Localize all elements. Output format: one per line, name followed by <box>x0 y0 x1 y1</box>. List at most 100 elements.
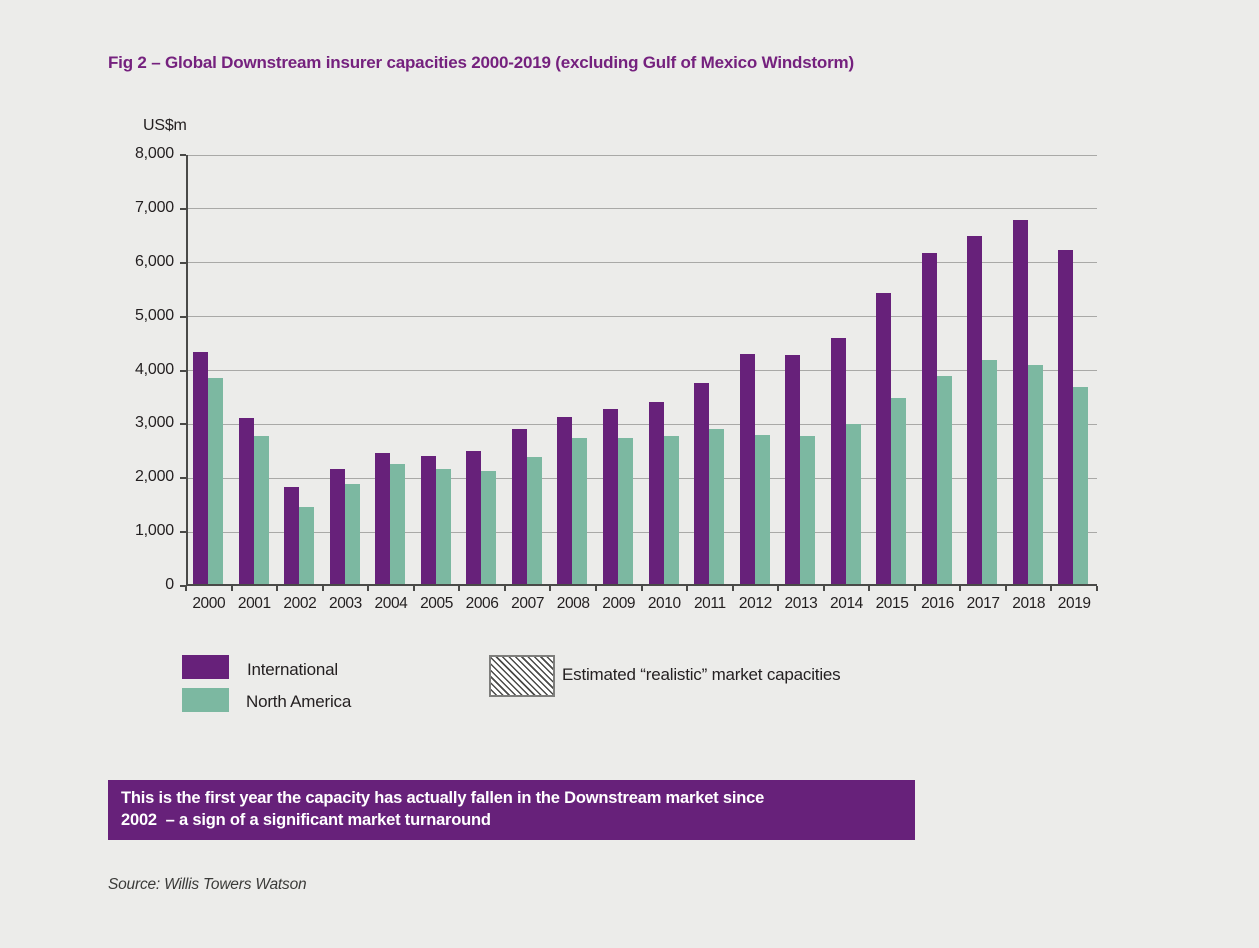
x-category-label: 2009 <box>602 595 636 612</box>
x-category-label: 2014 <box>830 595 863 612</box>
north-america-bar <box>800 435 816 586</box>
x-axis-tick <box>1004 586 1007 591</box>
north-america-bar <box>845 424 861 586</box>
international-bar <box>557 417 573 586</box>
international-bar <box>1058 249 1074 586</box>
north-america-bar <box>344 484 360 586</box>
north-america-bar <box>709 429 725 586</box>
north-america-bar <box>526 457 542 586</box>
gridline <box>186 262 1097 264</box>
international-bar <box>694 382 710 586</box>
x-category-label: 2016 <box>921 595 954 612</box>
international-bar <box>238 418 254 586</box>
x-axis-tick <box>1050 586 1053 591</box>
gridline <box>186 370 1097 371</box>
international-bar <box>420 456 436 586</box>
international-bar <box>830 337 846 586</box>
x-axis-tick <box>959 586 962 591</box>
gridline <box>186 316 1097 318</box>
international-bar <box>284 487 300 586</box>
north-america-bar <box>754 435 770 586</box>
y-axis-tick <box>180 369 186 372</box>
north-america-bar <box>253 435 269 586</box>
x-axis-tick <box>868 586 871 591</box>
y-axis-tick <box>180 531 186 534</box>
north-america-bar <box>1027 364 1043 586</box>
x-axis-tick <box>777 586 780 591</box>
north-america-bar <box>1073 386 1089 586</box>
north-america-bar <box>390 464 406 586</box>
plot-area: 0 1,000 2,000 3,000 4,000 5,000 6,000 7,000 8,00… <box>135 145 1098 612</box>
gridline <box>186 154 1097 156</box>
y-axis-tick <box>180 261 186 264</box>
y-axis-tick <box>180 585 186 587</box>
international-legend-swatch <box>182 655 229 679</box>
x-category-label: 2002 <box>283 595 317 612</box>
north-america-bar <box>982 359 998 586</box>
y-axis-tick-label: 3,000 <box>134 414 174 432</box>
x-axis-tick <box>549 586 552 591</box>
international-legend-label: International <box>247 660 338 679</box>
international-bar <box>466 450 482 586</box>
x-category-label: 2005 <box>420 595 453 612</box>
y-axis-tick <box>180 207 186 210</box>
x-axis-tick <box>594 586 597 591</box>
x-axis-tick <box>185 586 187 591</box>
x-axis-tick <box>640 586 643 591</box>
x-category-label: 2000 <box>192 595 226 612</box>
x-category-label: 2010 <box>647 595 681 612</box>
x-category-label: 2017 <box>966 595 1000 612</box>
north-america-bar <box>891 397 907 586</box>
y-axis-unit-label: US$m <box>143 117 187 134</box>
x-axis-tick <box>458 586 461 591</box>
gridline <box>186 531 1097 533</box>
north-america-legend-swatch <box>182 688 229 712</box>
international-bar <box>876 293 892 586</box>
x-category-label: 2019 <box>1057 595 1091 612</box>
x-category-label: 2003 <box>328 595 362 612</box>
international-bar <box>648 401 664 586</box>
gridline <box>186 208 1097 210</box>
x-category-label: 2004 <box>374 595 408 612</box>
x-category-label: 2018 <box>1012 595 1046 612</box>
y-axis-tick <box>180 154 186 156</box>
y-axis-line <box>186 155 188 586</box>
y-axis-tick-label: 8,000 <box>134 145 174 162</box>
north-america-bar <box>481 470 497 586</box>
international-bar <box>739 353 755 586</box>
x-axis-tick <box>822 586 825 591</box>
y-axis-tick <box>180 477 186 480</box>
y-axis-tick-label: 1,000 <box>134 522 174 540</box>
y-axis-tick-label: 4,000 <box>134 360 174 378</box>
international-bar <box>1012 220 1028 586</box>
x-category-label: 2015 <box>875 595 909 612</box>
international-bar <box>193 351 208 586</box>
x-category-label: 2006 <box>465 595 499 612</box>
x-axis-tick <box>1096 586 1098 591</box>
callout-banner: This is the first year the capacity has … <box>108 780 915 840</box>
y-axis-tick <box>180 423 186 426</box>
x-axis-tick <box>321 586 324 591</box>
figure-title: Fig 2 – Global Downstream insurer capaci… <box>108 53 854 72</box>
y-axis-tick-label: 2,000 <box>134 468 174 486</box>
y-axis-tick-label: 7,000 <box>134 198 174 216</box>
international-bar <box>785 354 801 586</box>
y-axis-tick-label: 0 <box>165 576 174 593</box>
gridline <box>186 423 1097 425</box>
north-america-bar <box>663 435 679 586</box>
y-axis-tick-label: 6,000 <box>134 252 174 270</box>
source-note: Source: Willis Towers Watson <box>108 876 307 893</box>
international-bar <box>967 235 983 586</box>
north-america-bar <box>617 438 633 586</box>
x-axis-tick <box>731 586 734 591</box>
north-america-legend-label: North America <box>246 692 352 711</box>
x-axis-tick <box>367 586 370 591</box>
north-america-bar <box>936 375 952 586</box>
north-america-bar <box>208 377 223 586</box>
international-bar <box>329 469 345 586</box>
y-axis-tick <box>180 315 186 318</box>
x-category-label: 2008 <box>556 595 590 612</box>
hatched-legend-label: Estimated “realistic” market capacities <box>562 665 841 684</box>
hatched-legend-swatch <box>489 655 555 697</box>
